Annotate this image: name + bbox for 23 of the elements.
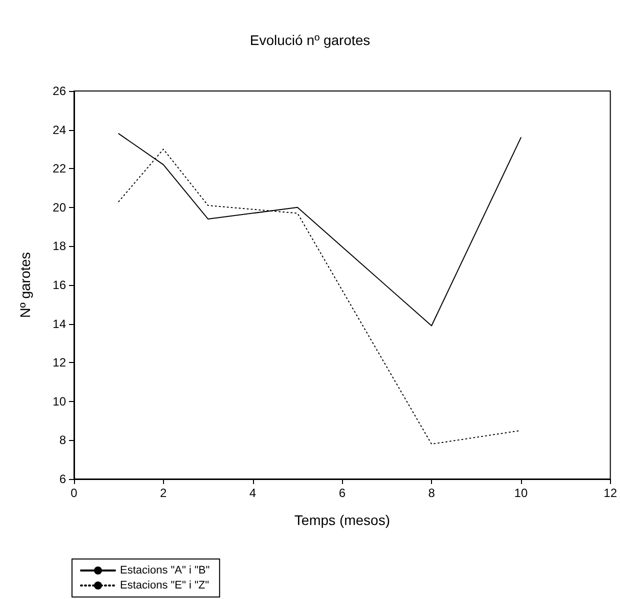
- x-tick-label: 6: [338, 486, 346, 500]
- y-tick-label: 22: [52, 162, 66, 176]
- x-tick-label: 10: [514, 486, 528, 500]
- y-tick-label: 8: [59, 433, 66, 448]
- x-tick-label: 8: [428, 486, 436, 500]
- x-tick-label: 0: [70, 486, 78, 500]
- x-tick-label: 2: [160, 486, 168, 500]
- x-axis-title: Temps (mesos): [294, 512, 390, 528]
- y-axis-title: Nº garotes: [17, 252, 33, 318]
- chart-title: Evolució nº garotes: [250, 32, 370, 48]
- y-tick-label: 10: [52, 394, 66, 408]
- x-tick-label: 4: [249, 486, 256, 500]
- y-tick-label: 16: [52, 278, 66, 292]
- y-tick-label: 26: [52, 84, 66, 98]
- y-tick-label: 14: [52, 316, 66, 331]
- y-tick-label: 18: [52, 239, 66, 254]
- legend-label: Estacions "A" i "B": [120, 564, 210, 576]
- y-tick-label: 20: [52, 200, 66, 214]
- y-tick-label: 24: [52, 122, 66, 137]
- y-tick-label: 6: [59, 472, 66, 486]
- y-tick-label: 12: [52, 356, 66, 370]
- x-tick-label: 12: [604, 486, 618, 500]
- legend-label: Estacions "E" i "Z": [120, 580, 210, 592]
